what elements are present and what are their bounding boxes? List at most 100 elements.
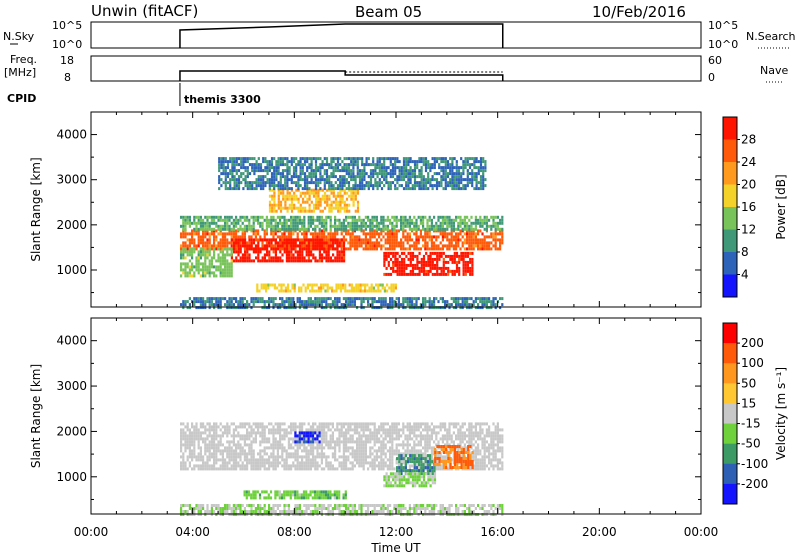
data-cell	[209, 464, 211, 467]
data-cell	[240, 172, 242, 175]
data-cell	[467, 270, 469, 273]
data-cell	[235, 256, 237, 259]
data-cell	[360, 422, 362, 425]
data-cell	[336, 428, 338, 431]
data-cell	[334, 247, 336, 250]
data-cell	[361, 157, 363, 160]
data-cell	[387, 228, 389, 231]
data-cell	[244, 443, 246, 446]
data-cell	[184, 300, 186, 303]
data-cell	[334, 228, 336, 231]
data-cell	[265, 290, 267, 293]
data-cell	[289, 187, 291, 190]
data-cell	[202, 253, 204, 256]
data-cell	[374, 184, 376, 187]
data-cell	[464, 238, 466, 241]
data-cell	[251, 259, 253, 262]
data-cell	[330, 428, 332, 431]
data-cell	[374, 443, 376, 446]
data-cell	[295, 163, 297, 166]
data-cell	[407, 169, 409, 172]
data-cell	[266, 259, 268, 262]
data-cell	[291, 210, 293, 213]
data-cell	[298, 207, 300, 210]
data-cell	[228, 452, 230, 455]
data-cell	[336, 219, 338, 222]
data-cell	[468, 235, 470, 238]
data-cell	[423, 187, 425, 190]
data-cell	[425, 157, 427, 160]
data-cell	[282, 195, 284, 198]
data-cell	[242, 228, 244, 231]
data-cell	[235, 244, 237, 247]
data-cell	[292, 428, 294, 431]
data-cell	[369, 241, 371, 244]
data-cell	[278, 157, 280, 160]
data-cell	[396, 225, 398, 228]
data-cell	[353, 201, 355, 204]
data-cell	[368, 157, 370, 160]
data-cell	[401, 172, 403, 175]
data-cell	[297, 259, 299, 262]
data-cell	[242, 259, 244, 262]
data-cell	[421, 166, 423, 169]
data-cell	[424, 216, 426, 219]
data-cell	[312, 222, 314, 225]
data-cell	[200, 274, 202, 277]
data-cell	[423, 178, 425, 181]
data-cell	[427, 172, 429, 175]
data-cell	[319, 219, 321, 222]
data-cell	[264, 425, 266, 428]
data-cell	[182, 225, 184, 228]
data-cell	[206, 250, 208, 253]
data-cell	[233, 219, 235, 222]
data-cell	[413, 225, 415, 228]
data-cell	[332, 235, 334, 238]
data-cell	[430, 270, 432, 273]
data-cell	[226, 440, 228, 443]
data-cell	[231, 300, 233, 303]
data-cell	[288, 443, 290, 446]
data-cell	[273, 198, 275, 201]
data-cell	[215, 274, 217, 277]
data-cell	[262, 160, 264, 163]
data-cell	[366, 163, 368, 166]
data-cell	[270, 297, 272, 300]
data-cell	[256, 160, 258, 163]
data-cell	[381, 169, 383, 172]
data-cell	[213, 461, 215, 464]
data-cell	[229, 187, 231, 190]
data-cell	[380, 297, 382, 300]
data-cell	[279, 428, 281, 431]
data-cell	[240, 259, 242, 262]
data-cell	[204, 241, 206, 244]
data-cell	[182, 256, 184, 259]
data-cell	[332, 422, 334, 425]
data-cell	[292, 216, 294, 219]
data-cell	[314, 238, 316, 241]
data-cell	[441, 273, 443, 276]
data-cell	[415, 228, 417, 231]
data-cell	[301, 428, 303, 431]
data-cell	[255, 219, 257, 222]
data-cell	[286, 297, 288, 300]
data-cell	[206, 219, 208, 222]
data-cell	[316, 219, 318, 222]
data-cell	[376, 228, 378, 231]
data-cell	[333, 195, 335, 198]
data-cell	[222, 297, 224, 300]
data-cell	[271, 157, 273, 160]
data-cell	[250, 461, 252, 464]
data-cell	[273, 204, 275, 207]
data-cell	[350, 187, 352, 190]
data-cell	[280, 287, 282, 290]
data-cell	[425, 261, 427, 264]
data-cell	[457, 235, 459, 238]
data-cell	[314, 225, 316, 228]
data-cell	[206, 238, 208, 241]
data-cell	[358, 228, 360, 231]
data-cell	[356, 455, 358, 458]
data-cell	[324, 198, 326, 201]
data-cell	[193, 244, 195, 247]
data-cell	[316, 290, 318, 293]
